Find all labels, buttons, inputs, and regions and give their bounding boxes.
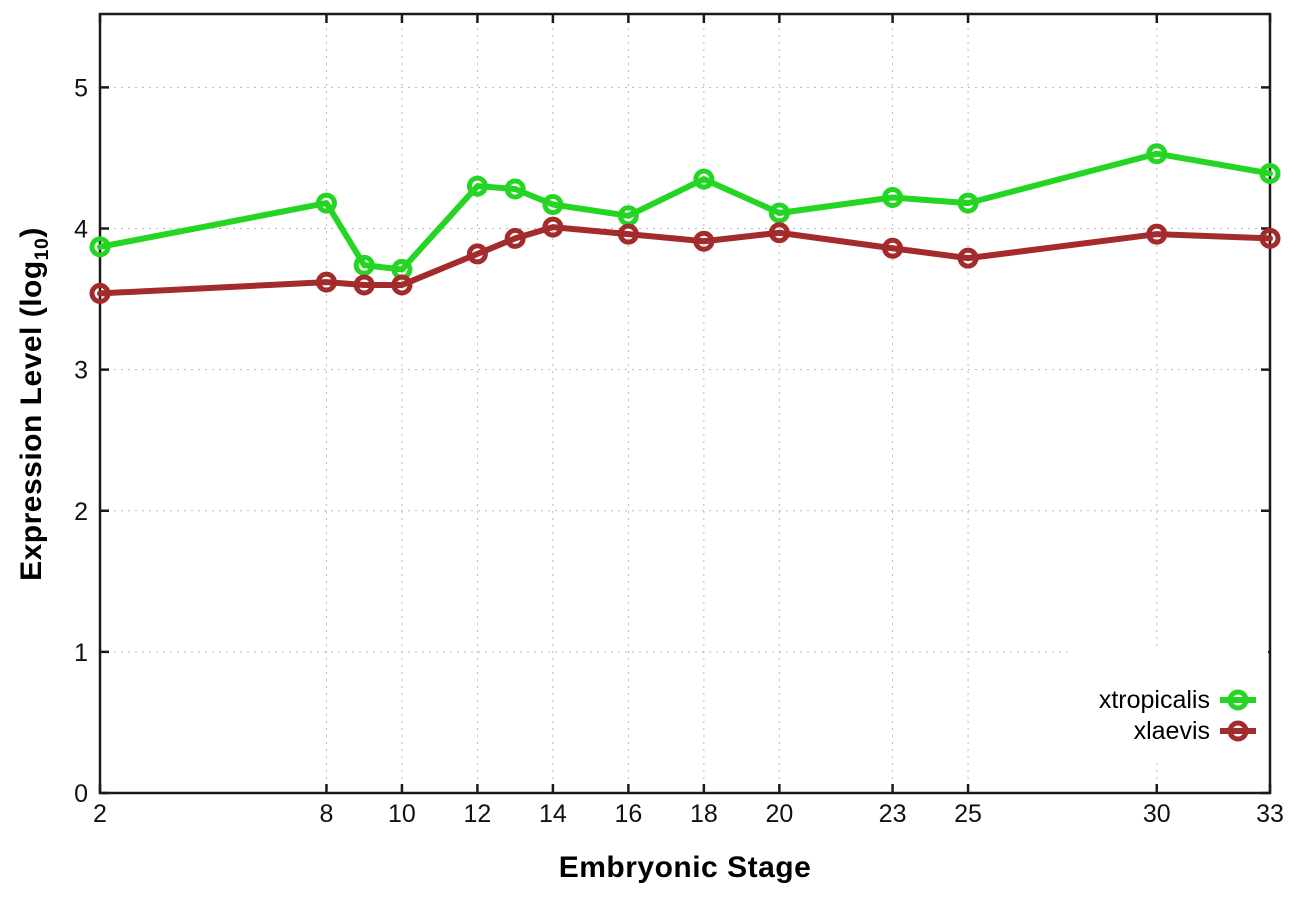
x-tick-label-12: 12 (464, 800, 492, 828)
x-tick-label-33: 33 (1256, 800, 1284, 828)
y-tick-label-5: 5 (74, 74, 88, 102)
series-line-xlaevis (97, 224, 1273, 297)
data-point-xlaevis-stage-20 (768, 222, 790, 244)
y-tick-label-4: 4 (74, 216, 88, 244)
x-axis-title: Embryonic Stage (558, 851, 812, 884)
legend-swatch-xlaevis-icon (1220, 720, 1256, 742)
x-tick-label-25: 25 (954, 800, 982, 828)
y-tick-label-0: 0 (74, 780, 88, 808)
data-point-xtropicalis-stage-2 (89, 236, 111, 258)
data-point-xtropicalis-stage-23 (882, 186, 904, 208)
x-tick-label-23: 23 (879, 800, 907, 828)
data-point-xtropicalis-stage-14 (542, 194, 564, 216)
legend: xtropicalis xlaevis (1072, 646, 1268, 762)
y-axis-title-text: Expression Level (log (15, 260, 48, 581)
legend-item-xtropicalis: xtropicalis (1099, 685, 1258, 715)
y-tick-label-1: 1 (74, 639, 88, 667)
data-point-xtropicalis-stage-9 (353, 254, 375, 276)
y-tick-label-3: 3 (74, 357, 88, 385)
data-point-xtropicalis-stage-18 (693, 168, 715, 190)
data-point-xlaevis-stage-23 (882, 237, 904, 259)
series-line-xtropicalis (97, 150, 1273, 273)
data-point-xtropicalis-stage-33 (1259, 162, 1281, 184)
data-point-xtropicalis-stage-25 (957, 192, 979, 214)
data-point-xlaevis-stage-13 (504, 227, 526, 249)
data-point-xlaevis-stage-14 (542, 216, 564, 238)
data-point-xlaevis-stage-30 (1146, 223, 1168, 245)
y-axis-title-suffix: ) (15, 227, 48, 238)
data-point-xtropicalis-stage-8 (315, 192, 337, 214)
data-point-xtropicalis-stage-12 (466, 175, 488, 197)
data-point-xlaevis-stage-16 (617, 223, 639, 245)
data-point-xlaevis-stage-10 (391, 274, 413, 296)
plot-border (98, 12, 1272, 795)
legend-swatch-xtropicalis-icon (1220, 689, 1256, 711)
x-tick-label-18: 18 (690, 800, 718, 828)
data-point-xlaevis-stage-25 (957, 247, 979, 269)
x-tick-label-30: 30 (1143, 800, 1171, 828)
data-point-xtropicalis-stage-20 (768, 202, 790, 224)
y-tick-label-2: 2 (74, 498, 88, 526)
x-tick-label-2: 2 (93, 800, 107, 828)
legend-item-xlaevis: xlaevis (1134, 716, 1258, 746)
data-point-xlaevis-stage-8 (315, 271, 337, 293)
x-tick-label-10: 10 (388, 800, 416, 828)
data-point-xtropicalis-stage-30 (1146, 143, 1168, 165)
legend-label-xlaevis: xlaevis (1133, 716, 1210, 745)
data-point-xtropicalis-stage-13 (504, 178, 526, 200)
x-tick-label-16: 16 (614, 800, 642, 828)
legend-label-xtropicalis: xtropicalis (1098, 685, 1210, 714)
data-point-xlaevis-stage-33 (1259, 227, 1281, 249)
data-point-xlaevis-stage-2 (89, 282, 111, 304)
data-point-xlaevis-stage-9 (353, 274, 375, 296)
x-tick-label-14: 14 (539, 800, 567, 828)
data-point-xlaevis-stage-12 (466, 243, 488, 265)
x-tick-label-20: 20 (765, 800, 793, 828)
y-axis-title: Expression Level (log10) (11, 179, 53, 629)
data-point-xlaevis-stage-18 (693, 230, 715, 252)
x-tick-label-8: 8 (319, 800, 333, 828)
y-axis-title-subscript: 10 (31, 237, 53, 261)
